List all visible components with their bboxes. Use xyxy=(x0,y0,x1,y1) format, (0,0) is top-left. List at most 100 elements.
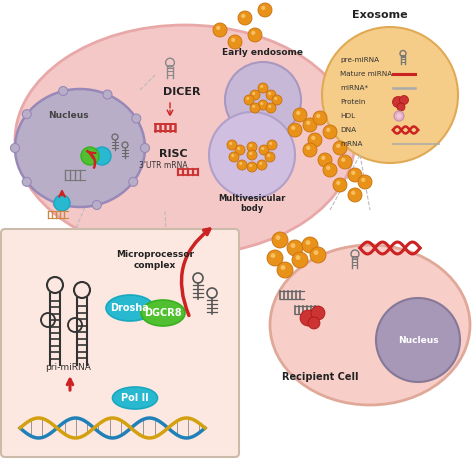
Circle shape xyxy=(326,166,330,170)
Text: DNA: DNA xyxy=(340,127,356,133)
Text: Multivesicular
body: Multivesicular body xyxy=(219,194,286,213)
Circle shape xyxy=(306,121,310,125)
Text: 3'UTR mRNA: 3'UTR mRNA xyxy=(139,161,187,170)
Circle shape xyxy=(239,162,242,165)
Circle shape xyxy=(129,177,138,186)
Circle shape xyxy=(252,105,255,108)
Text: mRNA: mRNA xyxy=(340,141,363,147)
Circle shape xyxy=(306,146,310,150)
Circle shape xyxy=(396,113,401,118)
Circle shape xyxy=(308,317,320,329)
Circle shape xyxy=(392,96,403,107)
Circle shape xyxy=(268,105,271,108)
Text: HDL: HDL xyxy=(340,113,355,119)
Circle shape xyxy=(303,118,317,132)
Circle shape xyxy=(244,95,254,105)
Circle shape xyxy=(272,232,288,248)
Circle shape xyxy=(81,147,99,165)
Circle shape xyxy=(261,147,264,150)
Circle shape xyxy=(271,253,275,258)
Text: miRNA*: miRNA* xyxy=(340,85,368,91)
Circle shape xyxy=(291,243,295,248)
Text: Early endosome: Early endosome xyxy=(222,48,303,57)
Circle shape xyxy=(272,95,282,105)
Circle shape xyxy=(249,152,252,155)
Ellipse shape xyxy=(106,295,154,321)
Circle shape xyxy=(351,171,356,175)
Circle shape xyxy=(265,152,275,162)
Circle shape xyxy=(216,26,220,30)
Ellipse shape xyxy=(112,387,157,409)
Text: DGCR8: DGCR8 xyxy=(144,308,182,318)
Circle shape xyxy=(248,28,262,42)
Circle shape xyxy=(247,142,257,152)
Circle shape xyxy=(277,262,293,278)
Circle shape xyxy=(259,162,262,165)
Circle shape xyxy=(247,162,257,172)
Circle shape xyxy=(358,175,372,189)
Text: Mature miRNA: Mature miRNA xyxy=(340,71,392,77)
Circle shape xyxy=(237,160,247,170)
Circle shape xyxy=(250,103,260,113)
Circle shape xyxy=(293,108,307,122)
Circle shape xyxy=(261,6,265,10)
Circle shape xyxy=(287,240,303,256)
Circle shape xyxy=(260,102,263,105)
Circle shape xyxy=(333,141,347,155)
Circle shape xyxy=(267,250,283,266)
Circle shape xyxy=(231,38,236,42)
Circle shape xyxy=(341,158,346,162)
Circle shape xyxy=(326,128,330,132)
Ellipse shape xyxy=(141,300,185,326)
Circle shape xyxy=(93,147,111,165)
Circle shape xyxy=(140,143,149,153)
Circle shape xyxy=(268,92,271,95)
Circle shape xyxy=(10,143,19,153)
Circle shape xyxy=(54,195,70,211)
Circle shape xyxy=(302,237,318,253)
Circle shape xyxy=(281,265,285,270)
Text: Microprocessor
complex: Microprocessor complex xyxy=(116,250,194,270)
Circle shape xyxy=(275,235,281,240)
Circle shape xyxy=(103,90,112,99)
Circle shape xyxy=(258,100,268,110)
Circle shape xyxy=(22,110,31,118)
Circle shape xyxy=(376,298,460,382)
Circle shape xyxy=(292,252,308,268)
Text: DICER: DICER xyxy=(163,87,201,97)
Circle shape xyxy=(397,103,405,111)
Circle shape xyxy=(323,125,337,139)
Circle shape xyxy=(250,90,260,100)
Circle shape xyxy=(241,14,246,18)
Circle shape xyxy=(321,156,325,160)
Circle shape xyxy=(269,142,272,145)
Circle shape xyxy=(258,3,272,17)
Circle shape xyxy=(266,103,276,113)
Circle shape xyxy=(348,188,362,202)
Circle shape xyxy=(53,199,62,208)
Text: Nucleus: Nucleus xyxy=(48,111,88,120)
Circle shape xyxy=(260,85,263,88)
Circle shape xyxy=(238,11,252,25)
Circle shape xyxy=(252,92,255,95)
Text: Pol II: Pol II xyxy=(121,393,149,403)
Circle shape xyxy=(267,140,277,150)
Circle shape xyxy=(246,97,249,100)
Circle shape xyxy=(229,152,239,162)
Circle shape xyxy=(258,83,268,93)
Circle shape xyxy=(323,163,337,177)
Circle shape xyxy=(213,23,227,37)
Circle shape xyxy=(22,177,31,186)
Circle shape xyxy=(249,164,252,167)
Ellipse shape xyxy=(15,25,355,255)
Text: Protein: Protein xyxy=(340,99,365,105)
Circle shape xyxy=(336,144,340,148)
Circle shape xyxy=(300,310,316,326)
Circle shape xyxy=(249,144,252,147)
Circle shape xyxy=(361,178,365,182)
Circle shape xyxy=(313,111,327,125)
Ellipse shape xyxy=(270,245,470,405)
Circle shape xyxy=(314,250,319,255)
Circle shape xyxy=(296,111,301,115)
Circle shape xyxy=(308,133,322,147)
